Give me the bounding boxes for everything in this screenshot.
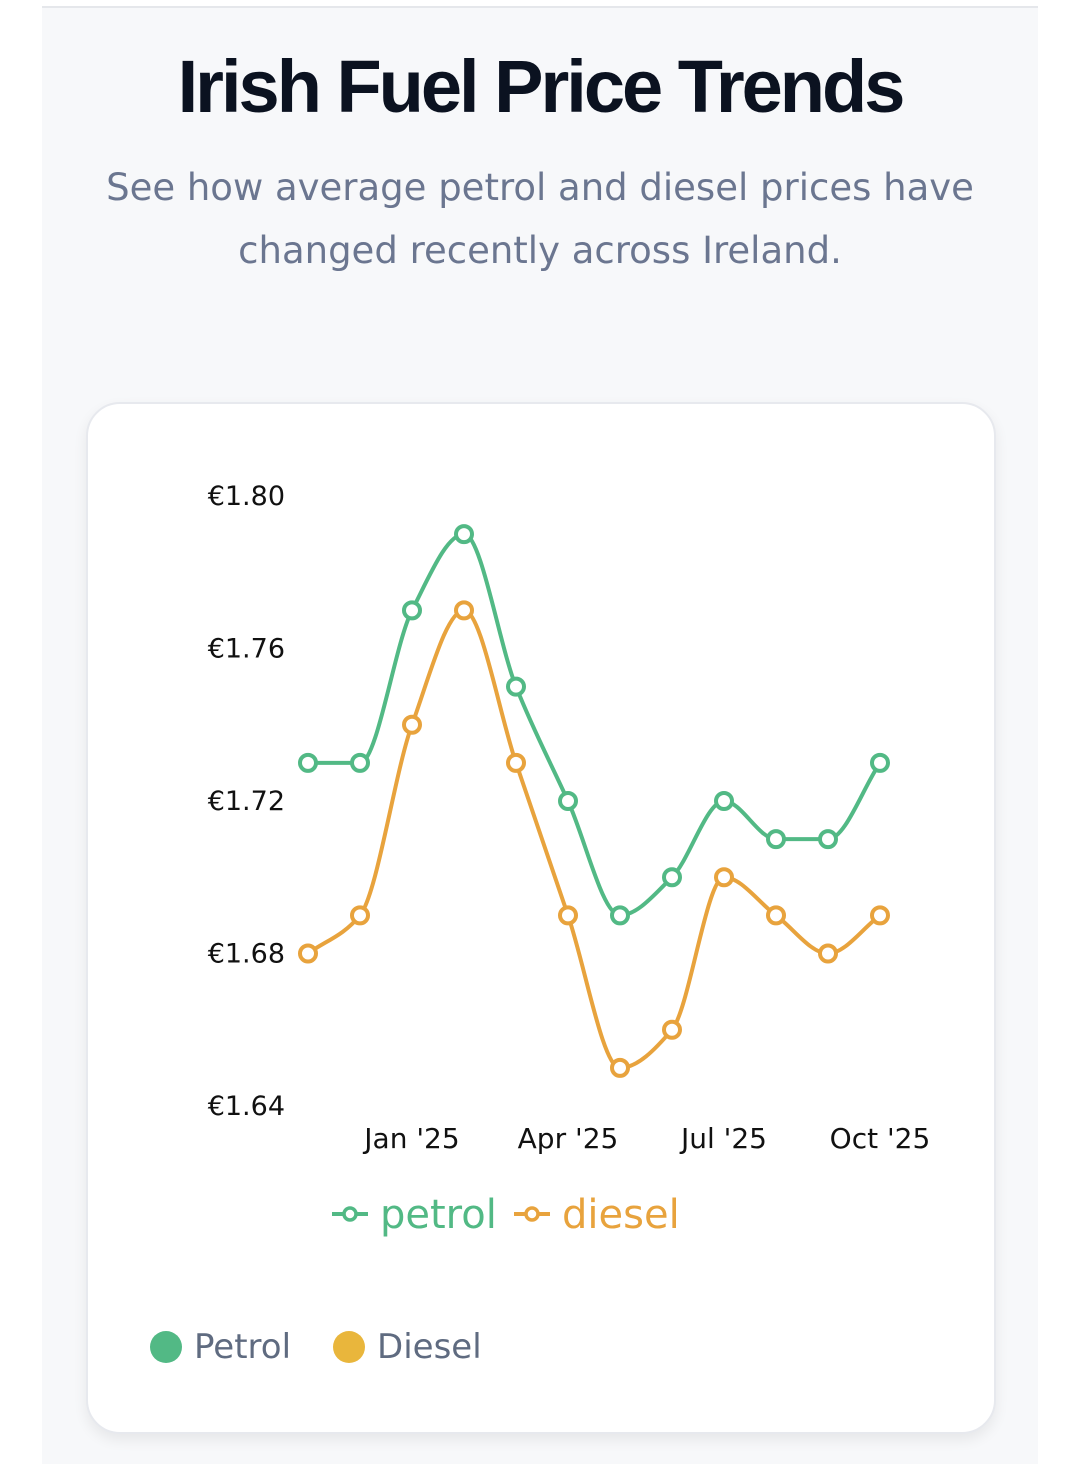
diesel-data-point[interactable] xyxy=(766,905,786,926)
petrol-data-point[interactable] xyxy=(298,752,318,773)
bottom-legend: Petrol Diesel xyxy=(150,1322,524,1372)
legend-label: diesel xyxy=(562,1192,680,1238)
legend-dot-icon xyxy=(150,1331,182,1363)
legend-item-petrol[interactable]: petrol xyxy=(332,1192,497,1238)
page-container: Irish Fuel Price Trends See how average … xyxy=(42,6,1038,1464)
petrol-data-point[interactable] xyxy=(558,791,578,811)
chart-card: €1.80 €1.76 €1.72 €1.68 €1.64 Jan '25 Apr '25… xyxy=(86,402,996,1434)
petrol-data-point[interactable] xyxy=(402,600,422,621)
diesel-data-point[interactable] xyxy=(402,714,422,735)
petrol-data-point[interactable] xyxy=(610,905,630,926)
petrol-data-point[interactable] xyxy=(714,791,734,811)
x-axis-ticks: Jan '25 Apr '25 Jul '25 Oct '25 xyxy=(362,1122,930,1155)
bottom-legend-label: Diesel xyxy=(377,1327,482,1367)
y-axis-ticks: €1.80 €1.76 €1.72 €1.68 €1.64 xyxy=(208,481,285,1122)
y-tick-label: €1.76 xyxy=(208,634,285,665)
petrol-data-point[interactable] xyxy=(870,752,890,773)
petrol-data-point[interactable] xyxy=(506,676,526,697)
legend-marker-icon xyxy=(342,1206,358,1222)
fuel-price-line-chart: €1.80 €1.76 €1.72 €1.68 €1.64 Jan '25 Apr '25… xyxy=(208,481,931,1238)
bottom-legend-item-diesel[interactable]: Diesel xyxy=(333,1327,482,1367)
y-tick-label: €1.64 xyxy=(208,1091,285,1122)
page-subtitle: See how average petrol and diesel prices… xyxy=(106,166,974,272)
y-tick-label: €1.80 xyxy=(208,481,285,512)
bottom-legend-label: Petrol xyxy=(194,1327,292,1367)
x-tick-label: Oct '25 xyxy=(830,1122,931,1155)
y-tick-label: €1.72 xyxy=(208,786,285,817)
legend-item-diesel[interactable]: diesel xyxy=(514,1192,680,1238)
petrol-line xyxy=(307,532,882,918)
y-tick-label: €1.68 xyxy=(208,939,285,970)
diesel-data-point[interactable] xyxy=(454,600,474,621)
diesel-data-point[interactable] xyxy=(298,943,318,964)
diesel-data-point[interactable] xyxy=(610,1057,630,1078)
series-points xyxy=(298,524,890,1078)
petrol-data-point[interactable] xyxy=(818,829,838,850)
page-title: Irish Fuel Price Trends xyxy=(177,45,906,128)
diesel-data-point[interactable] xyxy=(350,905,370,926)
legend-dot-icon xyxy=(333,1331,366,1363)
petrol-data-point[interactable] xyxy=(454,524,474,545)
legend-label: petrol xyxy=(380,1192,497,1238)
diesel-data-point[interactable] xyxy=(506,752,526,773)
petrol-data-point[interactable] xyxy=(350,752,370,773)
diesel-data-point[interactable] xyxy=(662,1019,682,1040)
legend-marker-icon xyxy=(524,1206,540,1222)
x-tick-label: Apr '25 xyxy=(518,1122,619,1155)
diesel-data-point[interactable] xyxy=(870,905,890,926)
x-tick-label: Jan '25 xyxy=(362,1122,459,1155)
petrol-data-point[interactable] xyxy=(766,829,786,850)
x-tick-label: Jul '25 xyxy=(679,1122,767,1155)
series-lines xyxy=(306,532,882,1070)
diesel-data-point[interactable] xyxy=(558,905,578,926)
chart-legend[interactable]: petrol diesel xyxy=(332,1192,680,1238)
bottom-legend-item-petrol[interactable]: Petrol xyxy=(150,1327,291,1367)
diesel-data-point[interactable] xyxy=(714,867,734,888)
petrol-data-point[interactable] xyxy=(662,867,682,888)
diesel-data-point[interactable] xyxy=(818,943,838,964)
